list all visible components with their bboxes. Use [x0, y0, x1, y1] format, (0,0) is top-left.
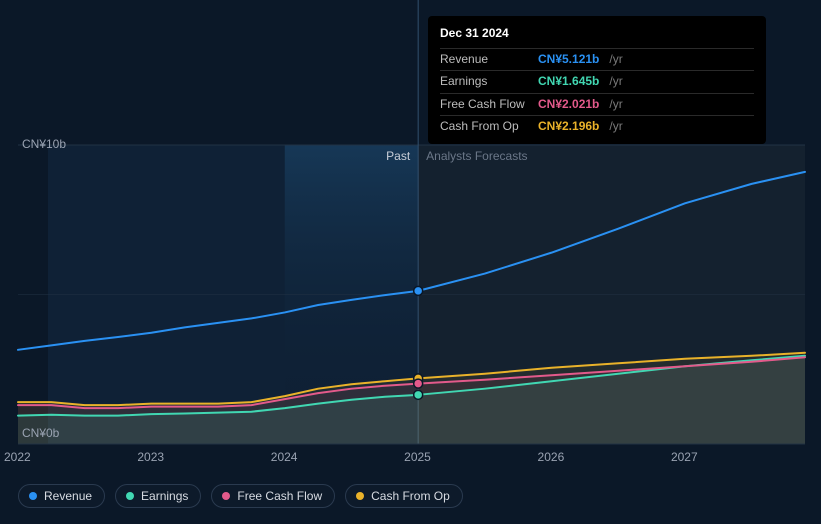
y-axis-label-bottom: CN¥0b	[22, 426, 59, 440]
tooltip-row: Cash From Op CN¥2.196b /yr	[440, 115, 754, 138]
legend-swatch	[356, 492, 364, 500]
tooltip-row-value: CN¥1.645b	[538, 74, 599, 90]
period-label-forecast: Analysts Forecasts	[426, 149, 527, 163]
tooltip-row-unit: /yr	[609, 119, 622, 135]
period-label-past: Past	[386, 149, 410, 163]
chart-container: CN¥10b CN¥0b Past Analysts Forecasts 202…	[0, 0, 821, 524]
x-axis-tick: 2026	[538, 450, 565, 464]
legend-label: Earnings	[141, 489, 188, 503]
tooltip-row-unit: /yr	[609, 97, 622, 113]
x-axis-tick: 2025	[404, 450, 431, 464]
legend-item-earnings[interactable]: Earnings	[115, 484, 201, 508]
tooltip-row-label: Earnings	[440, 74, 530, 90]
x-axis-tick: 2024	[271, 450, 298, 464]
tooltip-row: Revenue CN¥5.121b /yr	[440, 48, 754, 71]
tooltip-row-unit: /yr	[609, 52, 622, 68]
tooltip-row: Earnings CN¥1.645b /yr	[440, 70, 754, 93]
legend-label: Free Cash Flow	[237, 489, 322, 503]
tooltip-row-unit: /yr	[609, 74, 622, 90]
tooltip-row-value: CN¥5.121b	[538, 52, 599, 68]
tooltip-row-label: Cash From Op	[440, 119, 530, 135]
tooltip-row-value: CN¥2.021b	[538, 97, 599, 113]
legend-label: Revenue	[44, 489, 92, 503]
legend-item-cash-from-op[interactable]: Cash From Op	[345, 484, 463, 508]
legend-swatch	[222, 492, 230, 500]
legend-swatch	[29, 492, 37, 500]
legend-label: Cash From Op	[371, 489, 450, 503]
legend-swatch	[126, 492, 134, 500]
x-axis-tick: 2027	[671, 450, 698, 464]
legend-item-free-cash-flow[interactable]: Free Cash Flow	[211, 484, 335, 508]
tooltip-row: Free Cash Flow CN¥2.021b /yr	[440, 93, 754, 116]
x-axis-tick: 2023	[137, 450, 164, 464]
chart-legend: Revenue Earnings Free Cash Flow Cash Fro…	[18, 484, 463, 508]
tooltip-date: Dec 31 2024	[440, 26, 754, 42]
chart-tooltip: Dec 31 2024 Revenue CN¥5.121b /yr Earnin…	[428, 16, 766, 144]
tooltip-row-label: Free Cash Flow	[440, 97, 530, 113]
tooltip-row-value: CN¥2.196b	[538, 119, 599, 135]
y-axis-label-top: CN¥10b	[22, 137, 66, 151]
legend-item-revenue[interactable]: Revenue	[18, 484, 105, 508]
tooltip-row-label: Revenue	[440, 52, 530, 68]
x-axis-tick: 2022	[4, 450, 31, 464]
